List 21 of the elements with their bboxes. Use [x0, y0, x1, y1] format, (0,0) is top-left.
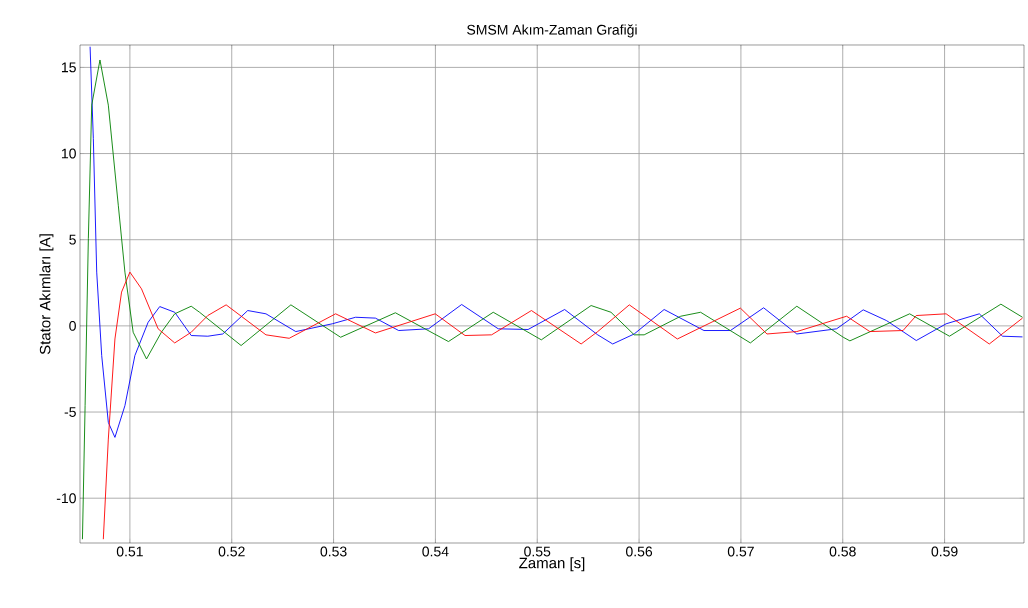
x-tick-label: 0.54 — [422, 546, 449, 557]
x-tick-label: 0.57 — [727, 546, 754, 557]
x-tick-label: 0.51 — [116, 546, 143, 557]
x-tick-label: 0.52 — [218, 546, 245, 557]
y-axis-title: Stator Akımları [A] — [39, 234, 54, 355]
line-series — [102, 271, 1023, 540]
x-tick-label: 0.53 — [320, 546, 347, 557]
x-tick-label: 0.58 — [829, 546, 856, 557]
x-tick-label: 0.56 — [626, 546, 653, 557]
y-tick-label: -10 — [56, 493, 76, 504]
y-tick-label: -5 — [64, 407, 76, 417]
line-series — [89, 46, 1023, 438]
y-tick-label: 0 — [69, 320, 76, 331]
y-tick-label: 15 — [61, 62, 76, 73]
line-series — [82, 59, 1023, 540]
x-tick-label: 0.59 — [931, 546, 958, 557]
chart-title: SMSM Akım-Zaman Grafiği — [467, 24, 637, 38]
y-tick-label: 5 — [69, 234, 76, 245]
x-axis-title: Zaman [s] — [519, 557, 585, 572]
x-tick-label: 0.55 — [524, 546, 551, 557]
y-tick-label: 10 — [61, 148, 76, 159]
